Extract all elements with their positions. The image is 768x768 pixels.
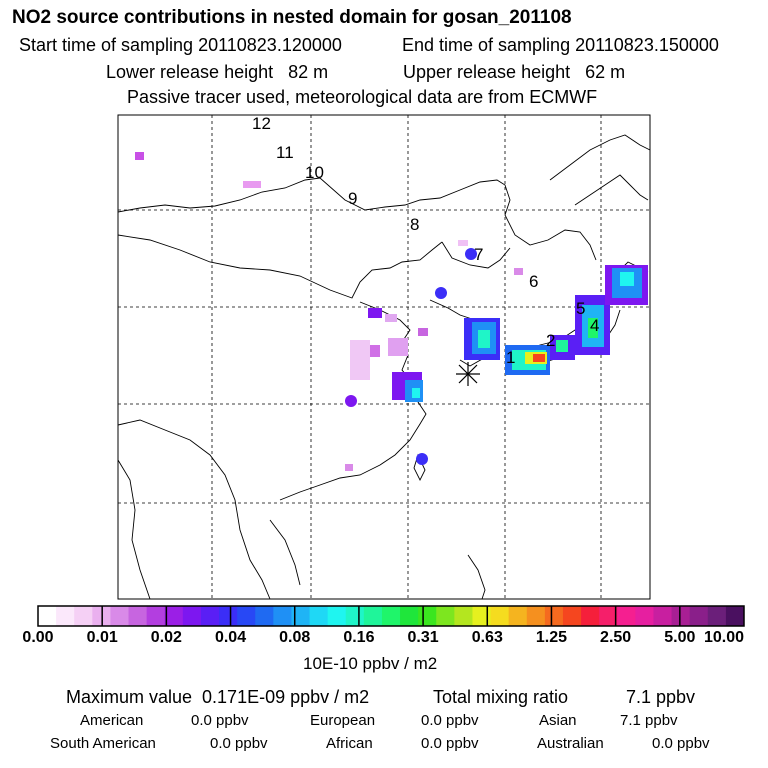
colorbar-cell [671,606,691,626]
colorbar-cell [327,606,347,626]
colorbar-cell [653,606,673,626]
total-mixing-value: 7.1 ppbv [626,687,696,707]
end-time-label: End time of sampling 20110823.150000 [402,35,719,55]
asterisk-icon [456,362,480,386]
colorbar-cell [581,606,600,626]
continent-name-african: African [326,735,373,752]
start-time-label: Start time of sampling 20110823.120000 [19,35,342,55]
colorbar-cell [363,606,383,626]
continent-name-asian: Asian [539,712,577,729]
tracer-note: Passive tracer used, meteorological data… [127,87,598,107]
colorbar-cell [255,606,274,626]
traj-label-2: 2 [546,331,555,350]
colorbar-cell [599,606,618,626]
concentration-field [135,152,648,471]
traj-label-6: 6 [529,272,538,291]
colorbar-cell [490,606,510,626]
traj-label-11: 11 [276,143,294,162]
colorbar-cell [562,606,582,626]
colorbar-tick-label: 10.00 [703,629,745,646]
colorbar-cell [617,606,636,626]
colorbar-cell [472,606,492,626]
continent-name-australian: Australian [537,735,604,752]
colorbar-cell [74,606,93,626]
colorbar-tick-label: 0.00 [22,629,54,646]
colorbar-tick-label: 0.04 [214,629,247,646]
colorbar-cell [273,606,292,626]
traj-label-9: 9 [348,189,357,208]
colorbar-cell [182,606,202,626]
colorbar-cell [418,606,437,626]
upper-release-label: Upper release height 62 m [403,62,626,82]
continent-name-american: American [80,712,144,729]
traj-label-7: 7 [474,245,483,264]
colorbar-cell [725,606,745,626]
trajectory-labels: 12 11 10 9 8 7 6 5 4 3 2 1 [252,114,599,367]
colorbar-cell [689,606,709,626]
colorbar-cell [508,606,528,626]
colorbar-cell [200,606,220,626]
continent-name-south-american: South American [50,735,156,752]
colorbar-cell [381,606,401,626]
continent-name-european: European [310,712,376,729]
continent-value-european: 0.0 ppbv [421,712,479,729]
colorbar-cell [128,606,148,626]
colorbar-cell [219,606,238,626]
colorbar-tick-label: 1.25 [535,629,568,646]
traj-label-5: 5 [576,299,585,318]
colorbar-cell [526,606,546,626]
colorbar-tick-label: 0.16 [343,629,375,646]
colorbar-cell [309,606,329,626]
colorbar-frame [37,605,745,627]
traj-label-4: 4 [590,316,599,335]
colorbar-cell [237,606,256,626]
page-title: NO2 source contributions in nested domai… [12,7,572,28]
continent-value-asian: 7.1 ppbv [620,712,678,729]
traj-label-8: 8 [410,215,419,234]
colorbar-cell [436,606,455,626]
traj-label-10: 10 [305,163,324,182]
continent-value-australian: 0.0 ppbv [652,735,710,752]
colorbar-cell [544,606,564,626]
colorbar-tick-label: 0.63 [471,629,503,646]
colorbar-tick-label: 0.01 [86,629,118,646]
colorbar-cell [291,606,311,626]
continent-value-south-american: 0.0 ppbv [210,735,268,752]
colorbar-cell [146,606,166,626]
total-mixing-label: Total mixing ratio [433,687,569,707]
continent-value-african: 0.0 ppbv [421,735,479,752]
colorbar-cell [164,606,184,626]
colorbar-cell [38,606,57,626]
max-value-label: Maximum value 0.171E-09 ppbv / m2 [66,687,370,707]
colorbar-tick-label: 2.50 [600,629,632,646]
continent-value-american: 0.0 ppbv [191,712,249,729]
colorbar-tick-label: 0.08 [279,629,311,646]
colorbar-cell [454,606,473,626]
colorbar-cell [56,606,75,626]
colorbar-tick-label: 5.00 [664,629,696,646]
lat-lon-grid [118,115,650,599]
colorbar-units: 10E-10 ppbv / m2 [303,654,438,673]
lower-release-label: Lower release height 82 m [106,62,329,82]
colorbar-tick-label: 0.31 [407,629,439,646]
traj-label-1: 1 [506,348,515,367]
colorbar-cell [635,606,654,626]
colorbar-tick-label: 0.02 [150,629,182,646]
colorbar-cell [345,606,365,626]
colorbar-cell [400,606,419,626]
colorbar-cell [707,606,727,626]
colorbar-cell [110,606,130,626]
traj-label-12: 12 [252,114,271,133]
